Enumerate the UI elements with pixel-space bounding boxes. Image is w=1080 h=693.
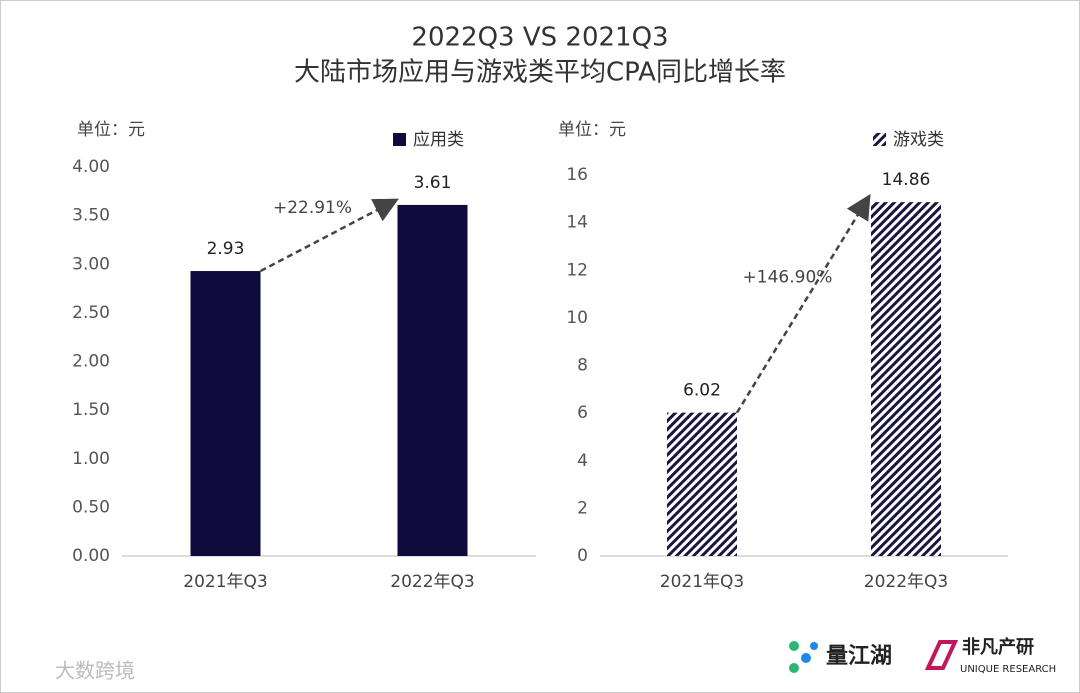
y-tick-label: 8 [577, 356, 588, 376]
y-tick-label: 1.50 [72, 400, 110, 420]
x-tick-label: 2021年Q3 [660, 572, 744, 592]
y-tick-label: 4.00 [72, 157, 110, 177]
y-tick-label: 0.00 [72, 546, 110, 566]
watermark: 大数跨境 [55, 659, 135, 683]
growth-annotation: +22.91% [273, 198, 352, 218]
legend-swatch [873, 133, 886, 146]
y-tick-label: 2 [577, 498, 588, 518]
growth-arrow [735, 193, 871, 414]
y-tick-label: 1.00 [72, 449, 110, 469]
value-label: 2.93 [207, 239, 245, 259]
y-tick-label: 4 [577, 451, 588, 471]
y-tick-label: 14 [566, 213, 588, 233]
bar [397, 204, 468, 557]
unit-label: 单位：元 [558, 120, 626, 140]
y-tick-label: 2.50 [72, 303, 110, 323]
legend-swatch [393, 133, 406, 146]
legend-label: 游戏类 [893, 130, 944, 150]
chart-title: 2022Q3 VS 2021Q3 [411, 23, 668, 53]
y-tick-label: 6 [577, 403, 588, 423]
value-label: 3.61 [414, 173, 452, 193]
brand2-sub: UNIQUE RESEARCH [960, 664, 1056, 675]
y-tick-label: 12 [566, 260, 588, 280]
bar [871, 202, 941, 557]
x-tick-label: 2022年Q3 [864, 572, 948, 592]
y-tick-label: 3.50 [72, 206, 110, 226]
value-label: 14.86 [882, 170, 931, 190]
value-label: 6.02 [683, 381, 721, 401]
chart-subtitle: 大陆市场应用与游戏类平均CPA同比增长率 [294, 58, 786, 88]
y-tick-label: 2.00 [72, 352, 110, 372]
y-tick-label: 3.00 [72, 254, 110, 274]
x-tick-label: 2021年Q3 [183, 572, 267, 592]
x-tick-label: 2022年Q3 [390, 572, 474, 592]
unit-label: 单位：元 [77, 120, 145, 140]
y-tick-label: 16 [566, 165, 588, 185]
brand2-logo [924, 640, 959, 670]
legend-label: 应用类 [413, 130, 464, 150]
brand1-logo [789, 641, 818, 673]
y-tick-label: 0 [577, 546, 588, 566]
y-tick-label: 10 [566, 308, 588, 328]
brand1: 量江湖 [826, 644, 892, 669]
y-tick-label: 0.50 [72, 497, 110, 517]
bar [190, 271, 261, 556]
growth-arrow [259, 198, 399, 273]
growth-annotation: +146.90% [743, 267, 833, 287]
bar [667, 412, 737, 556]
brand2: 非凡产研 [962, 636, 1034, 658]
